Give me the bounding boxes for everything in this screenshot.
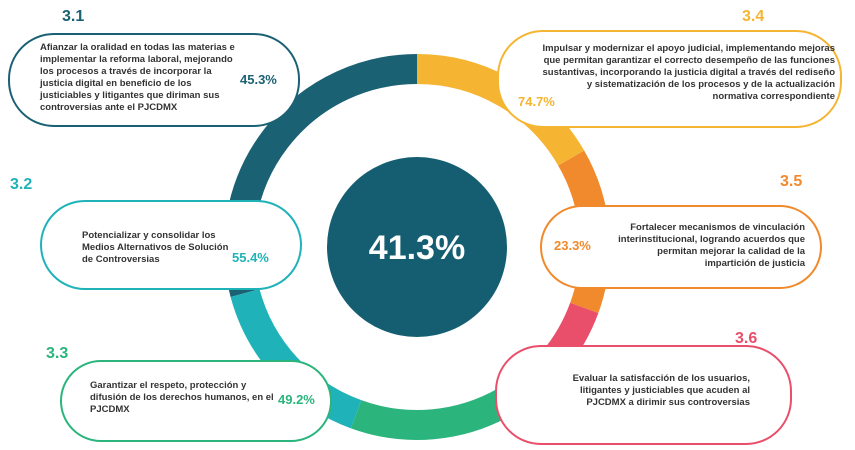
node-text: Impulsar y modernizar el apoyo judicial,… [542,43,835,102]
node-value: 23.3% [554,238,591,253]
node-id: 3.4 [742,8,765,25]
node-text: Evaluar la satisfacción de los usuarios,… [572,373,750,408]
node-value: 74.7% [518,94,555,109]
node-box [497,30,842,128]
node-value: 45.3% [240,72,277,87]
node-box [8,33,300,127]
node-text: Potencializar y consolidar los Medios Al… [82,230,229,265]
center-value: 41.3% [369,229,465,267]
node-box [60,360,332,442]
center-circle [327,157,507,337]
node-box [540,205,822,289]
node-id: 3.5 [780,173,803,190]
node-box [40,200,302,290]
node-id: 3.6 [735,330,758,347]
node-text: Afianzar la oralidad en todas las materi… [40,42,235,113]
node-value: 49.2% [278,392,315,407]
ring-segment [350,388,514,440]
node-id: 3.1 [62,8,85,25]
node-id: 3.3 [46,345,69,362]
node-text: Garantizar el respeto, protección y difu… [90,380,274,415]
node-text: Fortalecer mecanismos de vinculación int… [618,222,805,269]
node-id: 3.2 [10,176,33,193]
node-box [495,345,792,445]
node-value: 55.4% [232,250,269,265]
